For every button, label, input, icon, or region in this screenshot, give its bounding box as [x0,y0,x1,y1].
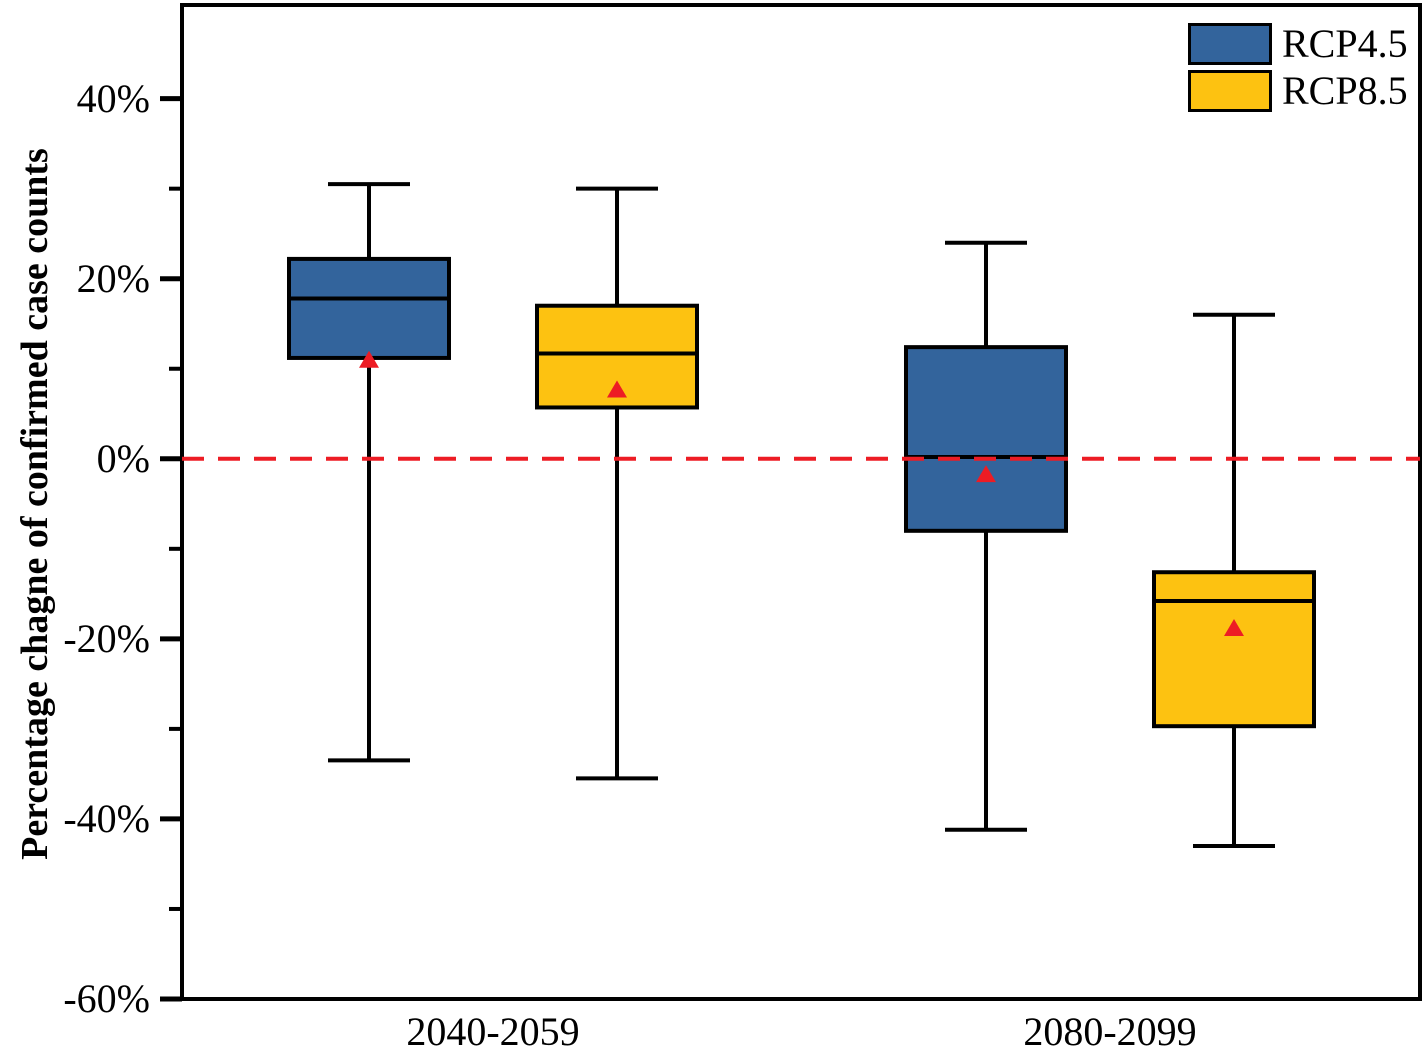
legend-item-rcp45: RCP4.5 [1188,20,1408,67]
mean-marker-rcp85-2040-2059 [607,380,627,398]
y-tick-label-20: 20% [76,255,150,301]
box-rcp45-2080-2099 [904,345,1068,533]
y-tick-label-neg40: -40% [63,795,150,841]
legend-swatch-rcp85 [1188,69,1272,112]
y-tick-label-neg20: -20% [63,615,150,661]
mean-marker-rcp45-2080-2099 [976,465,996,483]
legend-swatch-rcp45 [1188,22,1272,65]
legend-item-rcp85: RCP8.5 [1188,67,1408,114]
y-tick-label-40: 40% [76,75,150,121]
box-rcp45-2040-2059 [287,256,451,360]
mean-marker-rcp85-2080-2099 [1224,619,1244,637]
x-tick-label-period-1: 2040-2059 [406,1009,580,1054]
legend: RCP4.5 RCP8.5 [1188,20,1408,114]
legend-label-rcp85: RCP8.5 [1282,68,1408,113]
axis-frame [180,3,1422,1001]
y-tick-label-neg60: -60% [63,976,150,1021]
y-axis-title: Percentage chagne of confirmed case coun… [14,148,56,860]
y-tick-label-0: 0% [96,435,150,481]
mean-marker-rcp45-2040-2059 [359,350,379,368]
legend-label-rcp45: RCP4.5 [1282,21,1408,66]
x-tick-label-period-2: 2080-2099 [1023,1009,1197,1054]
box-rcp85-2080-2099 [1152,570,1316,729]
